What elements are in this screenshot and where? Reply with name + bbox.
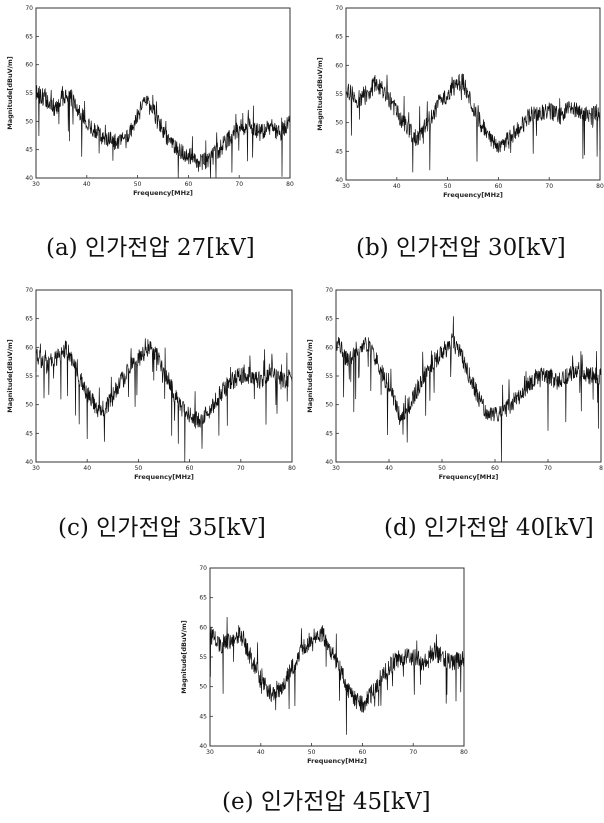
x-tick-label: 60 <box>186 465 194 472</box>
caption-b: (b) 인가전압 30[kV] <box>356 235 566 261</box>
x-tick-label: 30 <box>32 465 40 472</box>
x-tick-label: 50 <box>308 749 316 756</box>
y-tick-label: 50 <box>25 118 33 125</box>
y-tick-label: 70 <box>335 5 343 12</box>
x-tick-label: 80 <box>286 181 294 188</box>
y-tick-label: 55 <box>25 373 33 380</box>
x-tick-label: 60 <box>359 749 367 756</box>
x-axis-label: Frequency[MHz] <box>443 191 503 199</box>
series-trace <box>35 338 293 463</box>
y-tick-label: 40 <box>199 743 207 750</box>
y-tick-label: 50 <box>199 684 207 691</box>
y-tick-label: 45 <box>325 430 333 437</box>
x-tick-label: 80 <box>460 749 468 756</box>
y-tick-label: 55 <box>335 91 343 98</box>
y-tick-label: 40 <box>25 175 33 182</box>
x-tick-label: 40 <box>257 749 265 756</box>
x-axis-label: Frequency[MHz] <box>134 473 194 481</box>
series-trace <box>345 73 601 173</box>
x-tick-label: 40 <box>393 183 401 190</box>
y-tick-label: 65 <box>199 595 207 602</box>
x-tick-label: 30 <box>206 749 214 756</box>
plot-frame <box>335 289 602 463</box>
y-tick-label: 60 <box>335 62 343 69</box>
y-tick-label: 55 <box>25 90 33 97</box>
x-tick-label: 60 <box>185 181 193 188</box>
x-tick-label: 30 <box>332 465 340 472</box>
y-tick-label: 45 <box>335 148 343 155</box>
y-tick-label: 50 <box>25 402 33 409</box>
caption-e: (e) 인가전압 45[kV] <box>222 789 431 815</box>
y-tick-label: 70 <box>25 287 33 294</box>
y-tick-label: 60 <box>25 344 33 351</box>
x-tick-label: 70 <box>545 183 553 190</box>
y-tick-label: 70 <box>199 565 207 572</box>
x-tick-label: 30 <box>342 183 350 190</box>
chart-panel-e: 40 45 50 55 60 65 70 30 40 50 60 70 80 Frequency[MHz]… <box>166 560 468 823</box>
series-trace <box>35 85 291 179</box>
x-axis-label: Frequency[MHz] <box>307 757 367 765</box>
y-axis-label: Magnitude[dBuV/m] <box>180 620 188 694</box>
y-tick-label: 65 <box>335 34 343 41</box>
x-tick-label: 80 <box>596 183 604 190</box>
x-tick-label: 8 <box>599 465 603 472</box>
series-trace <box>335 316 602 463</box>
y-tick-label: 50 <box>325 402 333 409</box>
y-tick-label: 60 <box>199 624 207 631</box>
caption-c: (c) 인가전압 35[kV] <box>58 515 266 541</box>
y-axis-label: Magnitude[dBuV/m] <box>306 339 314 413</box>
x-tick-label: 70 <box>544 465 552 472</box>
x-axis-label: Frequency[MHz] <box>133 189 193 197</box>
y-tick-label: 65 <box>325 316 333 323</box>
y-tick-label: 40 <box>335 177 343 184</box>
plot-frame <box>35 7 291 179</box>
chart-panel-c: 40 45 50 55 60 65 70 30 40 50 60 70 80 Frequency[MHz]… <box>0 282 302 541</box>
caption-d: (d) 인가전압 40[kV] <box>384 515 594 541</box>
y-axis-label: Magnitude[dBuV/m] <box>6 56 14 130</box>
y-tick-label: 60 <box>325 344 333 351</box>
chart-panel-a: 40 45 50 55 60 65 70 30 40 50 60 70 80 Frequency[MHz]… <box>0 0 302 261</box>
x-tick-label: 50 <box>438 465 446 472</box>
x-tick-label: 30 <box>32 181 40 188</box>
chart-panel-b: 40 45 50 55 60 65 70 30 40 50 60 70 80 Frequency[MHz]… <box>302 0 604 261</box>
y-tick-label: 70 <box>25 5 33 12</box>
x-tick-label: 60 <box>495 183 503 190</box>
x-tick-label: 60 <box>491 465 499 472</box>
series-trace <box>209 616 465 735</box>
y-tick-label: 40 <box>325 459 333 466</box>
x-tick-label: 70 <box>235 181 243 188</box>
caption-a: (a) 인가전압 27[kV] <box>46 235 255 261</box>
x-tick-label: 50 <box>444 183 452 190</box>
x-tick-label: 70 <box>237 465 245 472</box>
chart-panel-d: 40 45 50 55 60 65 70 30 40 50 60 70 8 Frequency[MHz] M… <box>302 282 604 541</box>
y-axis-label: Magnitude[dBuV/m] <box>6 339 14 413</box>
y-tick-label: 45 <box>25 147 33 154</box>
y-tick-label: 65 <box>25 33 33 40</box>
y-tick-label: 70 <box>325 287 333 294</box>
x-tick-label: 50 <box>135 465 143 472</box>
x-tick-label: 40 <box>385 465 393 472</box>
x-tick-label: 40 <box>83 465 91 472</box>
y-tick-label: 50 <box>335 120 343 127</box>
x-axis-label: Frequency[MHz] <box>439 473 499 481</box>
x-tick-label: 40 <box>83 181 91 188</box>
y-tick-label: 65 <box>25 316 33 323</box>
x-tick-label: 80 <box>288 465 296 472</box>
y-axis-label: Magnitude[dBuV/m] <box>316 57 324 131</box>
y-tick-label: 55 <box>199 654 207 661</box>
x-tick-label: 50 <box>134 181 142 188</box>
y-tick-label: 55 <box>325 373 333 380</box>
x-tick-label: 70 <box>409 749 417 756</box>
y-tick-label: 60 <box>25 62 33 69</box>
y-tick-label: 45 <box>199 713 207 720</box>
y-tick-label: 40 <box>25 459 33 466</box>
y-tick-label: 45 <box>25 430 33 437</box>
